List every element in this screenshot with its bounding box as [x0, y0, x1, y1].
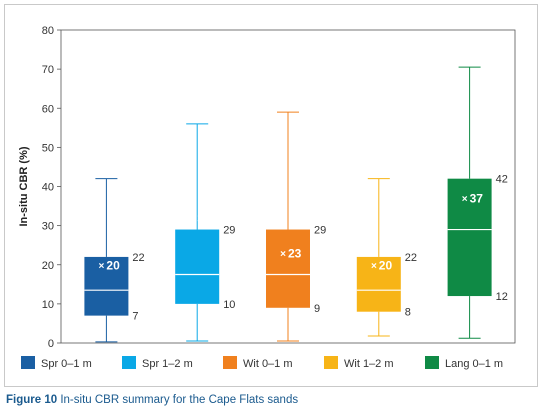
chart-frame: 0 10 20 30 40 50 60 70 80 In-situ CBR (%) × 20 22 7 × 3…: [4, 4, 538, 387]
q1-label: 10: [223, 299, 235, 311]
figure-label: Figure 10: [6, 394, 58, 406]
q1-label: 7: [132, 311, 138, 323]
q3-label: 42: [496, 174, 508, 186]
y-tick-label: 10: [42, 299, 54, 311]
q3-label: 22: [405, 252, 417, 264]
legend-swatch: [21, 356, 35, 369]
y-tick-label: 40: [42, 182, 54, 194]
q3-label: 29: [314, 225, 326, 237]
y-tick-label: 60: [42, 103, 54, 115]
mean-label: 37: [470, 192, 484, 206]
figure-caption-text: In-situ CBR summary for the Cape Flats s…: [60, 394, 299, 406]
legend-label: Spr 1–2 m: [142, 358, 193, 370]
y-tick-label: 0: [48, 338, 54, 350]
mean-label: 32: [197, 211, 211, 225]
y-tick-label: 20: [42, 260, 54, 272]
mean-marker: ×: [371, 261, 377, 272]
legend-label: Lang 0–1 m: [445, 358, 503, 370]
y-axis-label: In-situ CBR (%): [18, 146, 30, 226]
box: [175, 229, 220, 304]
mean-marker: ×: [189, 214, 195, 225]
legend-label: Spr 0–1 m: [41, 358, 92, 370]
mean-marker: ×: [280, 249, 286, 260]
box: [84, 256, 129, 316]
legend-swatch: [425, 356, 439, 369]
box: [447, 178, 492, 297]
y-tick-label: 30: [42, 221, 54, 233]
mean-marker: ×: [99, 261, 105, 272]
mean-label: 23: [288, 247, 302, 261]
legend-label: Wit 1–2 m: [344, 358, 394, 370]
legend-swatch: [122, 356, 136, 369]
y-tick-label: 70: [42, 64, 54, 76]
y-tick-label: 50: [42, 142, 54, 154]
legend-swatch: [324, 356, 338, 369]
mean-marker: ×: [462, 194, 468, 205]
figure-caption: Figure 10 In-situ CBR summary for the Ca…: [6, 394, 298, 406]
mean-label: 20: [379, 258, 393, 272]
legend-swatch: [223, 356, 237, 369]
mean-label: 20: [106, 258, 120, 272]
legend-label: Wit 0–1 m: [243, 358, 293, 370]
q1-label: 8: [405, 307, 411, 319]
box: [356, 256, 401, 312]
q1-label: 12: [496, 291, 508, 303]
q3-label: 29: [223, 225, 235, 237]
box: [266, 229, 310, 308]
q1-label: 9: [314, 303, 320, 315]
q3-label: 22: [132, 252, 144, 264]
y-tick-label: 80: [42, 25, 54, 37]
